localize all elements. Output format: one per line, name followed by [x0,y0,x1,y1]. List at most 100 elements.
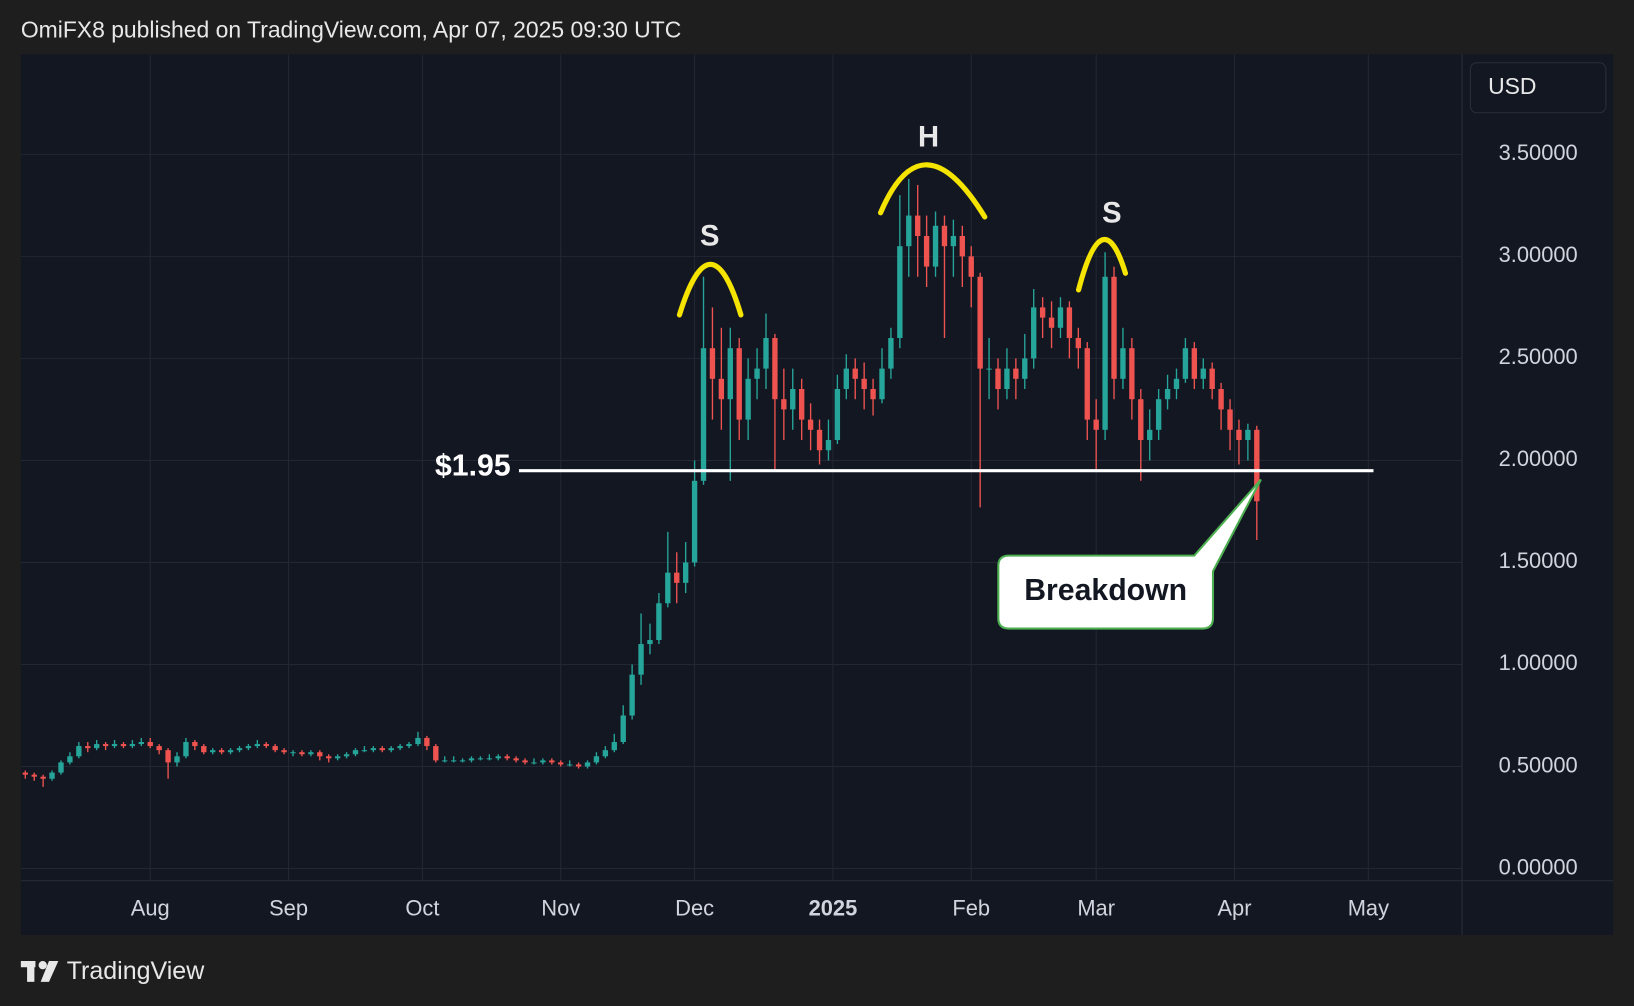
x-tick-label: Sep [269,896,308,921]
candle-body [406,744,412,747]
candle-body [281,750,287,753]
candle-body [870,389,876,400]
currency-button[interactable] [1469,62,1607,114]
candle-body [201,746,207,753]
candle-body [397,746,403,749]
candle-body [308,752,314,755]
callout-box [997,478,1262,630]
candle-body [629,674,635,716]
candle-body [1022,358,1028,379]
candle-body [1218,389,1224,410]
currency-label[interactable]: USD [1488,73,1536,99]
candle-body [682,562,689,583]
candle-body [40,776,46,779]
candle-body [245,746,252,749]
candle-body [1093,419,1099,430]
candle-body [977,276,983,369]
candle-body [1013,368,1019,379]
candle-body [156,746,162,751]
support-label: $1.95 [435,449,511,482]
candle-body [263,744,269,747]
candle-body [1236,429,1242,441]
footer-brand: TradingView [67,957,206,985]
candle-body [986,368,992,370]
candle-body [1084,348,1090,420]
x-tick-label: Nov [541,896,580,921]
candle-body [192,742,198,747]
candle-body [736,348,742,420]
candle-body [781,399,787,410]
candle-body [1164,389,1171,400]
candle-body [754,368,760,379]
pattern-arc [1075,237,1129,293]
candle-body [513,758,519,761]
candle-body [120,744,127,747]
candle-body [674,572,680,583]
candle-body [361,750,368,752]
candle-body [388,748,394,751]
y-tick-label: 2.50000 [1499,344,1578,369]
candle-body [58,762,64,773]
candle-body [1209,368,1215,390]
candle-body [745,378,751,420]
candle-body [468,758,475,761]
candle-body [522,760,528,763]
pattern-arc [676,262,744,318]
candle-body [593,756,600,763]
y-tick-label: 2.00000 [1499,446,1578,471]
candle-body [718,378,725,400]
x-tick-label: Aug [131,896,170,921]
candle-body [959,235,965,257]
candle-body [1173,378,1180,390]
candle-body [147,742,153,747]
candle-body [67,756,73,763]
candle-body [906,215,912,247]
candle-body [602,750,609,757]
candle-body [504,756,510,759]
candle-body [700,348,707,481]
y-tick-label: 3.50000 [1499,140,1578,165]
candle-body [49,772,55,779]
candle-body [897,246,903,339]
x-tick-label: Feb [952,896,990,921]
candle-body [540,760,546,763]
candle-body [834,389,841,441]
candle-body [1039,307,1046,318]
candle-body [843,368,849,390]
chart-panel [20,54,1614,935]
candle-body [1254,429,1260,502]
header-text: OmiFX8 published on TradingView.com, Apr… [21,17,681,43]
candle-body [727,348,733,400]
candle-body [272,746,278,751]
pattern-label: H [918,121,939,153]
candle-body [1111,276,1117,379]
candle-body [1155,399,1162,430]
overlay: $1.95 S H S Breakdown [435,121,1374,630]
candle-body [852,368,858,379]
candle-body [1048,317,1055,328]
candle-body [950,235,957,247]
candle-body [227,750,234,753]
y-tick-label: 3.00000 [1499,242,1578,267]
candle-body [531,762,537,764]
candle-body [620,715,626,743]
x-tick-label: Apr [1217,896,1251,921]
candle-body [709,348,716,379]
candle-body [915,215,921,236]
candle-body [807,419,814,430]
candle-body [442,760,448,762]
candle-body [343,754,350,757]
candle-body [165,750,171,763]
candle-body [816,429,823,451]
candle-body [772,338,778,400]
candle-body [825,440,832,451]
candle-body [1227,409,1233,430]
candle-body [923,235,930,267]
candle-body [1245,429,1251,441]
candle-body [477,758,484,760]
y-tick-label: 1.00000 [1499,650,1578,675]
candle-body [31,774,37,777]
candle-body [1200,368,1206,379]
candle-body [415,737,421,745]
